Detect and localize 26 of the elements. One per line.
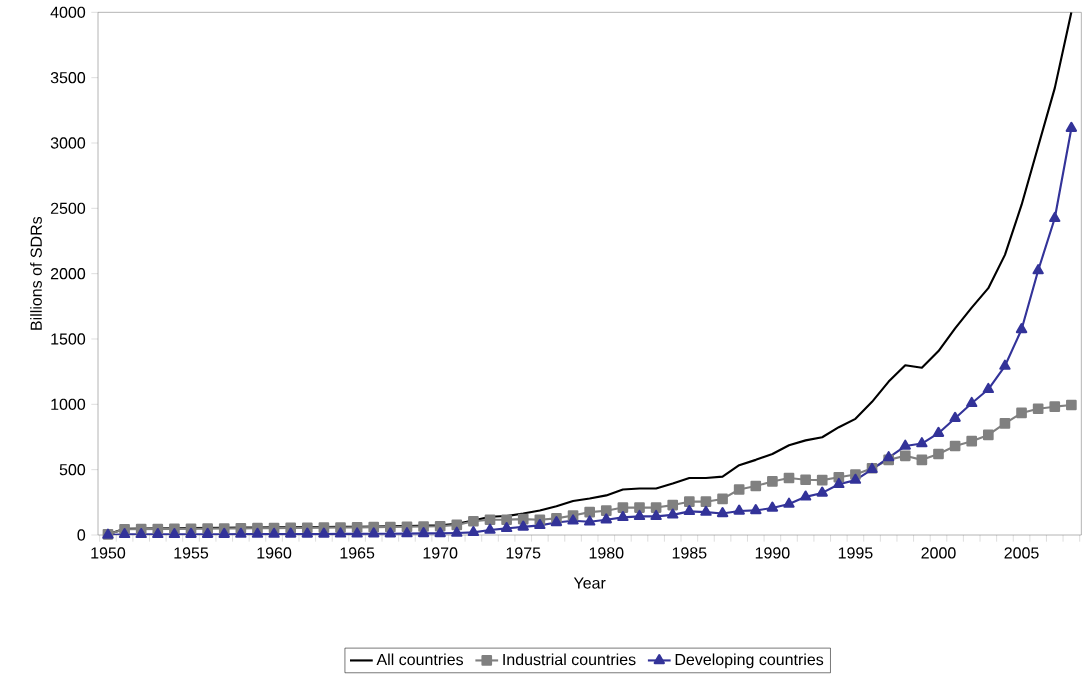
x-tick-label: 1985 bbox=[672, 547, 707, 559]
x-tick-label: 1975 bbox=[506, 547, 541, 559]
x-tick-label: 1965 bbox=[340, 547, 375, 559]
x-tick-label: 1995 bbox=[838, 547, 873, 559]
x-tick-label: 1960 bbox=[257, 547, 292, 559]
y-tick-label: 1000 bbox=[51, 398, 86, 410]
y-axis-title: Billions of SDRs bbox=[30, 216, 42, 330]
y-tick-label: 2500 bbox=[50, 202, 86, 214]
legend-label: Developing countries bbox=[675, 653, 824, 669]
y-tick-label: 3500 bbox=[50, 72, 86, 84]
x-tick-label: 2005 bbox=[1004, 547, 1039, 559]
y-tick-label: 0 bbox=[77, 529, 86, 541]
x-tick-label: 1950 bbox=[91, 547, 126, 559]
x-tick-label: 1980 bbox=[589, 547, 624, 559]
y-tick-label: 2000 bbox=[50, 268, 86, 280]
y-tick-label: 4000 bbox=[50, 6, 86, 18]
legend-label: All countries bbox=[376, 653, 464, 666]
x-tick-label: 2000 bbox=[921, 547, 956, 559]
legend-label: Industrial countries bbox=[503, 653, 636, 666]
x-axis-title: Year bbox=[573, 577, 606, 589]
x-tick-label: 1990 bbox=[755, 547, 790, 559]
x-tick-label: 1970 bbox=[423, 547, 458, 559]
x-tick-label: 1955 bbox=[174, 547, 209, 559]
y-tick-label: 1500 bbox=[51, 333, 86, 345]
y-tick-label: 3000 bbox=[50, 137, 86, 149]
y-tick-label: 500 bbox=[59, 464, 86, 476]
